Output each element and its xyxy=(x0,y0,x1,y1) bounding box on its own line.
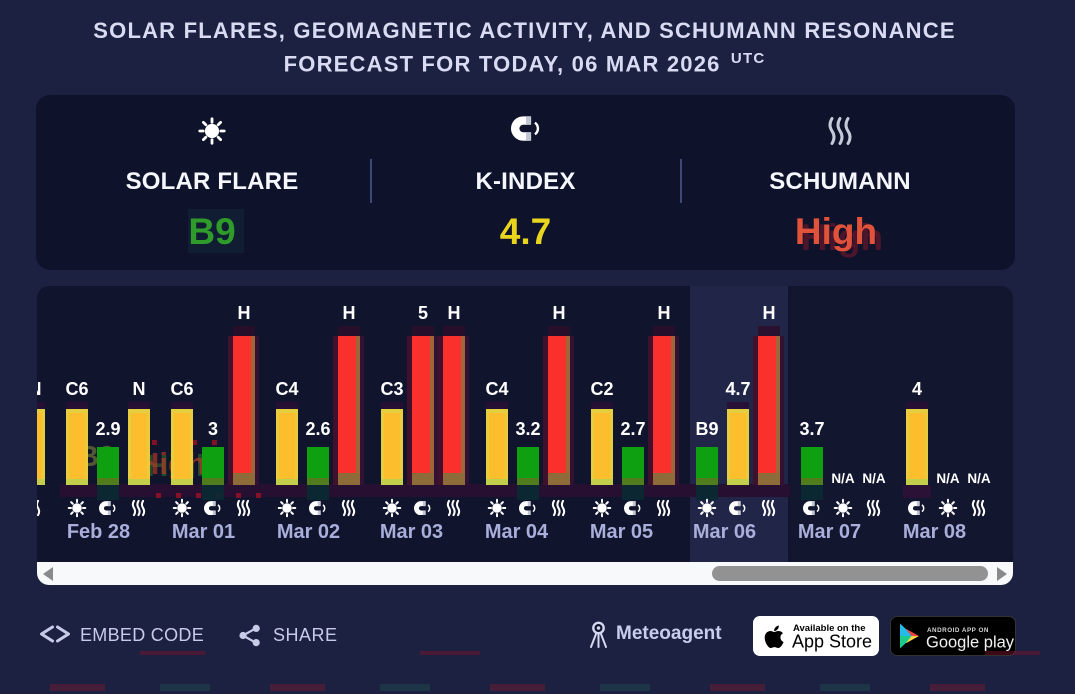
svg-text:Available on the: Available on the xyxy=(793,623,866,634)
svg-text:Google play: Google play xyxy=(926,634,1015,652)
svg-text:App Store: App Store xyxy=(792,632,872,652)
svg-text:ANDROID APP ON: ANDROID APP ON xyxy=(927,627,989,634)
